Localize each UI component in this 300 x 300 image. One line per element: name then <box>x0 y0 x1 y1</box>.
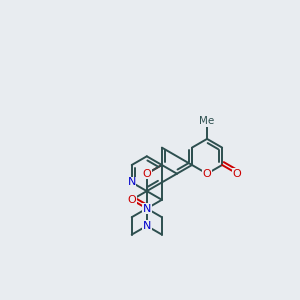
Text: N: N <box>142 221 151 231</box>
Text: O: O <box>203 169 212 179</box>
Text: O: O <box>142 169 151 179</box>
Text: N: N <box>142 203 151 214</box>
Text: N: N <box>128 177 136 188</box>
Text: O: O <box>127 195 136 205</box>
Text: Me: Me <box>200 116 215 127</box>
Text: O: O <box>233 169 242 179</box>
